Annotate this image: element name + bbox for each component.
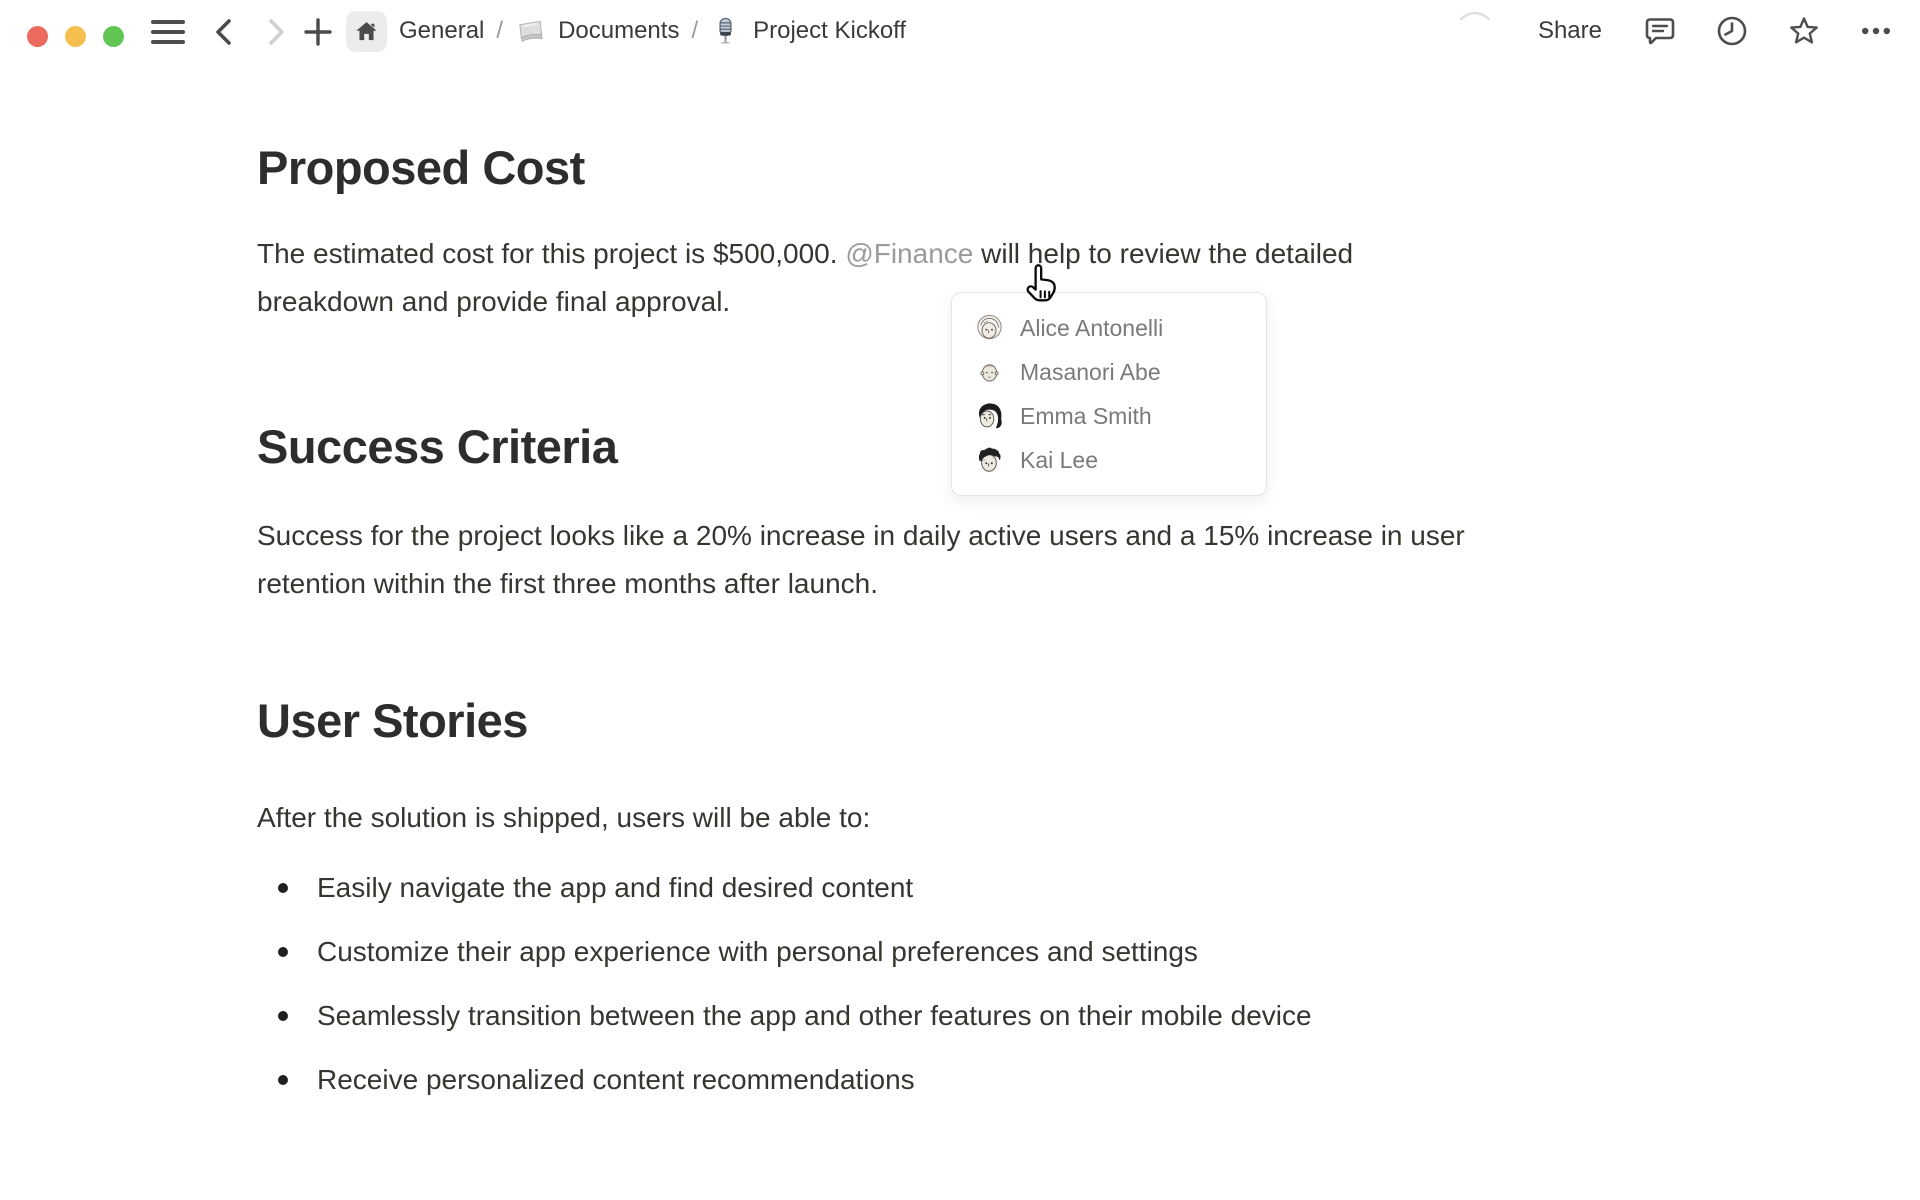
- heading-success-criteria: Success Criteria: [257, 420, 618, 473]
- plus-icon: [304, 18, 332, 46]
- mention-option-label: Masanori Abe: [1020, 358, 1161, 385]
- breadcrumb-item-project-kickoff[interactable]: Project Kickoff: [753, 17, 907, 44]
- success-text-line1: Success for the project looks like a 20%…: [257, 520, 1465, 551]
- hamburger-icon: [151, 20, 185, 24]
- chevron-right-icon: [269, 19, 284, 45]
- avatar-emma-smith: [978, 402, 1002, 428]
- cost-text-after: will help to review the detailed: [973, 238, 1354, 269]
- cost-text-before: The estimated cost for this project is $…: [257, 238, 846, 269]
- home-icon: [356, 21, 377, 40]
- forward-button[interactable]: [258, 14, 294, 50]
- list-item: Easily navigate the app and find desired…: [257, 856, 1657, 920]
- favorite-button[interactable]: [1786, 13, 1822, 49]
- list-item: Receive personalized content recommendat…: [257, 1048, 1657, 1112]
- sidebar-toggle-button[interactable]: [149, 17, 187, 47]
- avatar-masanori-abe: [980, 363, 999, 381]
- user-stories-list: Easily navigate the app and find desired…: [257, 856, 1657, 1112]
- mention-option-label: Emma Smith: [1020, 402, 1152, 429]
- comments-button[interactable]: [1642, 13, 1678, 49]
- ghost-arc-decoration: [1459, 11, 1491, 21]
- share-button[interactable]: Share: [1537, 17, 1602, 44]
- close-button[interactable]: [27, 26, 48, 47]
- success-text-line2: retention within the first three months …: [257, 568, 878, 599]
- breadcrumb-separator: /: [691, 17, 699, 44]
- mention-option-alice-antonelli[interactable]: Alice Antonelli: [952, 306, 1266, 350]
- home-button[interactable]: [346, 10, 387, 52]
- new-page-button[interactable]: [300, 14, 336, 50]
- avatar-kai-lee: [978, 447, 1001, 472]
- scroll-icon: [515, 16, 546, 47]
- star-icon: [1790, 17, 1818, 44]
- topbar-actions: Share: [1538, 0, 1894, 62]
- mention-option-kai-lee[interactable]: Kai Lee: [952, 438, 1266, 482]
- breadcrumb-item-general[interactable]: General: [399, 17, 485, 44]
- paragraph-user-stories-intro: After the solution is shipped, users wil…: [257, 802, 871, 833]
- breadcrumb-item-documents[interactable]: Documents: [558, 17, 680, 44]
- heading-proposed-cost: Proposed Cost: [257, 141, 585, 194]
- clock-icon: [1717, 16, 1747, 46]
- mention-option-masanori-abe[interactable]: Masanori Abe: [952, 350, 1266, 394]
- chevron-left-icon: [216, 19, 231, 45]
- cost-text-line2: breakdown and provide final approval.: [257, 286, 731, 317]
- finance-mention-link[interactable]: @Finance: [845, 238, 974, 269]
- list-item: Customize their app experience with pers…: [257, 920, 1657, 984]
- paragraph-proposed-cost: The estimated cost for this project is $…: [257, 230, 1657, 326]
- heading-user-stories: User Stories: [257, 694, 528, 747]
- history-button[interactable]: [1714, 13, 1750, 49]
- avatar-alice-antonelli: [977, 314, 1002, 339]
- comment-icon: [1645, 18, 1675, 45]
- mention-option-label: Alice Antonelli: [1020, 314, 1164, 341]
- breadcrumb: General / Documents / Pr: [346, 0, 906, 62]
- title-bar: General / Documents / Pr: [0, 0, 1920, 62]
- minimize-button[interactable]: [65, 26, 86, 47]
- mention-suggestions-popup: Alice Antonelli Masanori Abe: [951, 292, 1267, 496]
- zoom-button[interactable]: [103, 26, 124, 47]
- mention-option-label: Kai Lee: [1020, 446, 1099, 473]
- mention-option-emma-smith[interactable]: Emma Smith: [952, 394, 1266, 438]
- more-options-button[interactable]: [1858, 13, 1894, 49]
- breadcrumb-separator: /: [496, 17, 504, 44]
- microphone-icon: [710, 16, 741, 47]
- paragraph-success-criteria: Success for the project looks like a 20%…: [257, 512, 1697, 608]
- back-button[interactable]: [206, 14, 242, 50]
- ellipsis-icon: [1861, 27, 1891, 35]
- list-item: Seamlessly transition between the app an…: [257, 984, 1657, 1048]
